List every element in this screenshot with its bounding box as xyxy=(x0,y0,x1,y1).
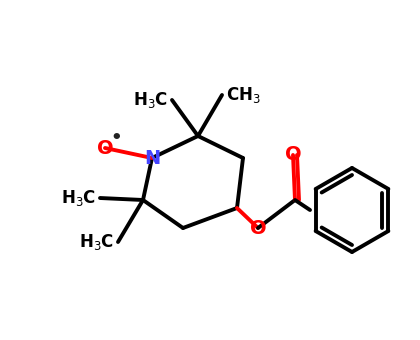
Text: H$_3$C: H$_3$C xyxy=(79,232,114,252)
Text: O: O xyxy=(285,146,301,165)
Text: N: N xyxy=(144,149,160,168)
Text: CH$_3$: CH$_3$ xyxy=(226,85,261,105)
Text: H$_3$C: H$_3$C xyxy=(133,90,168,110)
Text: O: O xyxy=(249,219,266,238)
Text: H$_3$C: H$_3$C xyxy=(61,188,96,208)
Text: •: • xyxy=(110,129,122,147)
Text: O: O xyxy=(97,138,113,157)
